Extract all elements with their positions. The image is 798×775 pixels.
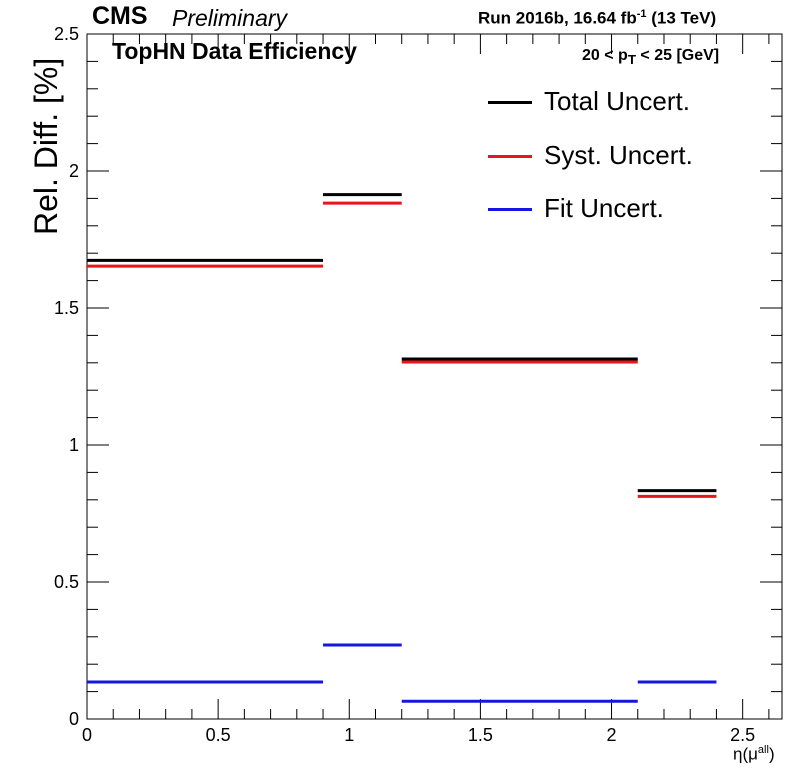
y-tick-label: 1.5 [54,298,79,318]
x-axis-label: η(μall) [733,744,775,765]
y-tick-label: 0 [69,709,79,729]
experiment-label: CMS [92,2,148,30]
plot-frame [86,33,783,720]
status-label: Preliminary [172,5,288,31]
x-tick-label: 2.5 [730,725,755,745]
run-superscript: -1 [636,8,647,20]
x-tick-label: 1.5 [468,725,493,745]
x-tick-label: 0 [82,725,92,745]
bin-label-tail: < 25 [GeV] [635,47,720,64]
legend-label: Fit Uncert. [544,193,664,223]
chart-title: TopHN Data Efficiency [112,38,357,64]
y-axis-label: Rel. Diff. [%] [28,57,64,235]
y-tick-label: 2.5 [54,24,79,44]
run-info: Run 2016b, 16.64 fb-1 (13 TeV) [478,8,716,29]
bin-label-head: 20 < p [582,47,628,64]
x-axis-label-main: η(μ [733,744,758,764]
energy-text: (13 TeV) [646,8,717,28]
bin-label: 20 < pT < 25 [GeV] [582,47,719,67]
legend-swatch [488,101,532,104]
x-tick-label: 0.5 [206,725,231,745]
legend-label: Total Uncert. [544,86,690,116]
x-tick-label: 2 [607,725,617,745]
bin-label-sub: T [627,52,636,68]
run-text: Run 2016b, 16.64 fb [478,8,637,28]
legend-swatch [488,208,532,211]
y-tick-label: 2 [69,161,79,181]
legend-swatch [488,155,532,158]
x-axis-label-close: ) [768,744,775,764]
x-axis-label-sup: all [757,744,769,756]
y-tick-label: 0.5 [54,572,79,592]
x-tick-label: 1 [344,725,354,745]
legend-label: Syst. Uncert. [544,140,693,170]
y-tick-label: 1 [69,435,79,455]
